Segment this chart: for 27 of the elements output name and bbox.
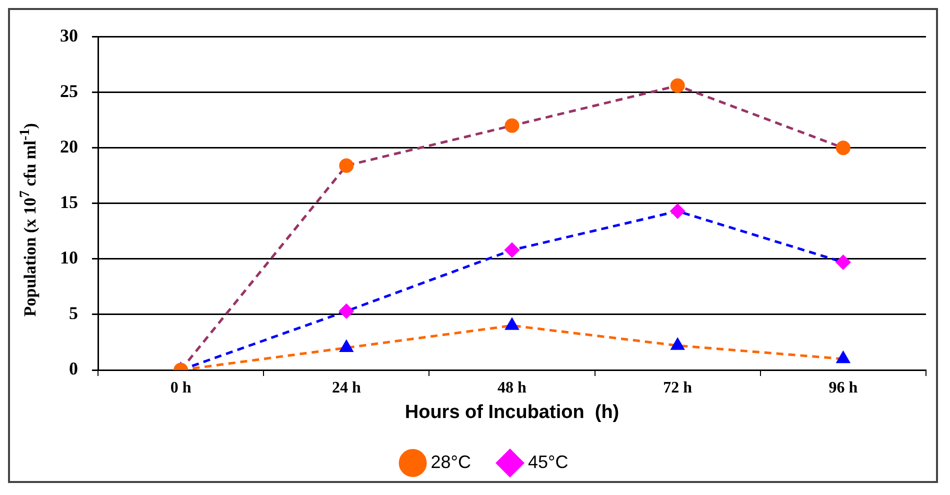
point xyxy=(670,204,685,218)
y-tick-label: 25 xyxy=(60,80,78,101)
point xyxy=(836,352,850,364)
point xyxy=(836,255,850,270)
x-tick-label: 72 h xyxy=(663,380,692,397)
y-tick-label: 20 xyxy=(60,136,78,157)
x-tick-label: 24 h xyxy=(332,380,361,397)
y-tick-label: 0 xyxy=(69,358,78,379)
point xyxy=(836,140,850,156)
y-tick-label: 15 xyxy=(60,192,78,212)
point xyxy=(506,318,518,330)
point xyxy=(339,158,354,173)
y-tick-label: 5 xyxy=(69,303,78,324)
y-tick-label: 10 xyxy=(60,248,78,268)
point xyxy=(339,304,354,318)
legend-label: 45°C xyxy=(528,452,568,472)
x-axis-title: Hours of Incubation (h) xyxy=(404,402,620,423)
point xyxy=(671,338,684,350)
point xyxy=(504,242,520,258)
legend-label: 28°C xyxy=(430,452,471,472)
point xyxy=(670,78,685,93)
point xyxy=(504,118,520,133)
y-tick-label: 30 xyxy=(60,25,78,46)
point xyxy=(340,340,353,352)
x-tick-label: 48 h xyxy=(498,380,527,397)
x-tick-label: 0 h xyxy=(170,380,192,397)
x-tick-label: 96 h xyxy=(828,380,858,397)
